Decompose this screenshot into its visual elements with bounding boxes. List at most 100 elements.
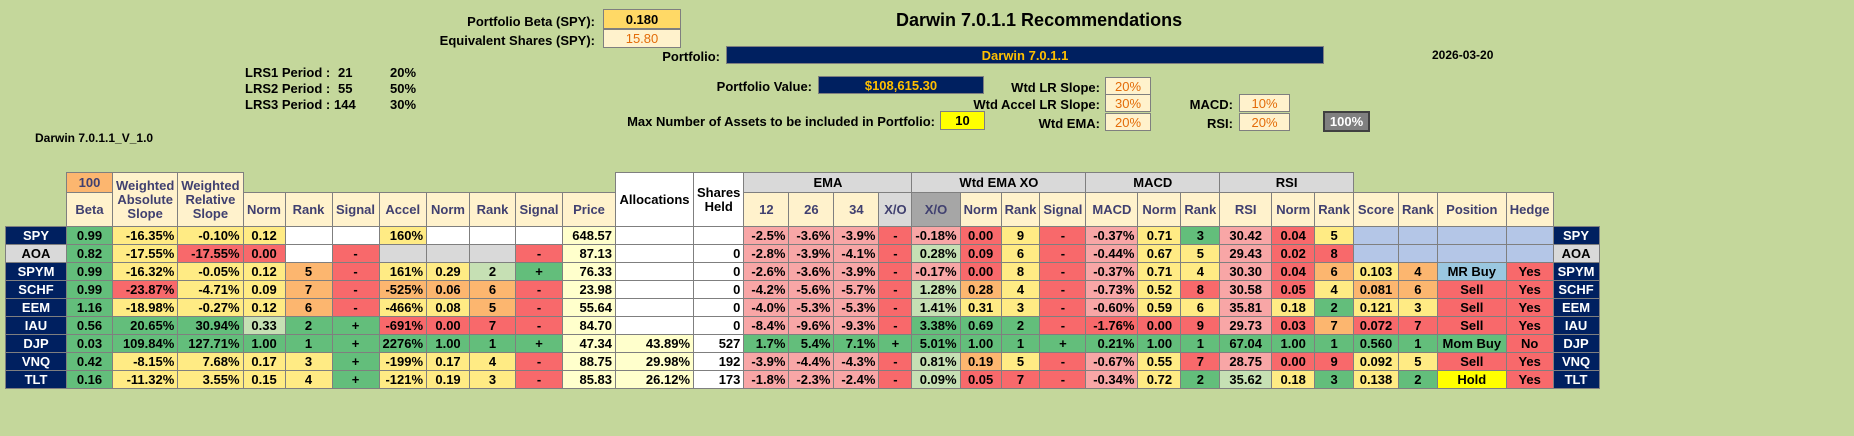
ticker-cell-right[interactable]: IAU	[1552, 316, 1600, 335]
alloc-cell	[615, 226, 695, 245]
wtd-accel-label: Wtd Accel LR Slope:	[973, 97, 1100, 112]
ticker-cell-right[interactable]: DJP	[1552, 334, 1600, 353]
n5-cell: 0.00	[1271, 352, 1316, 371]
pos-cell	[1436, 244, 1507, 263]
price-cell: 88.75	[562, 352, 617, 371]
col-header-position: Position	[1436, 192, 1507, 227]
n1-cell: 0.00	[242, 244, 286, 263]
ticker-cell-right[interactable]: TLT	[1552, 370, 1600, 389]
ticker-cell-right[interactable]: SPY	[1552, 226, 1600, 245]
macd-cell: -0.73%	[1085, 280, 1139, 299]
ticker-cell-right[interactable]: VNQ	[1552, 352, 1600, 371]
wtd-ema-xo-group-header: Wtd EMA XO	[911, 172, 1087, 193]
ticker-cell[interactable]: SCHF	[5, 280, 67, 299]
ticker-cell-right[interactable]: SPYM	[1552, 262, 1600, 281]
xo1-cell: -	[878, 316, 913, 335]
ticker-cell[interactable]: EEM	[5, 298, 67, 317]
rsi-weight-value[interactable]: 20%	[1239, 113, 1290, 131]
col-header-beta: Beta	[66, 192, 113, 227]
e34-cell: -2.4%	[833, 370, 880, 389]
s2-cell: +	[515, 334, 564, 353]
ticker-cell-right[interactable]: EEM	[1552, 298, 1600, 317]
table-row: SCHF 0.99 -23.87% -4.71% 0.09 7- -525% 0.06 6-23…	[5, 280, 1600, 299]
price-cell: 55.64	[562, 298, 617, 317]
s2-cell: -	[515, 352, 564, 371]
macd-weight-value[interactable]: 10%	[1239, 94, 1290, 112]
e26-cell: -4.4%	[788, 352, 835, 371]
macd-group-header: MACD	[1085, 172, 1221, 193]
wtd-lr-slope-value[interactable]: 20%	[1105, 77, 1151, 95]
r1-cell: 1	[284, 334, 333, 353]
col-header-hedge: Hedge	[1505, 192, 1554, 227]
table-row: AOA 0.82 -17.55% -17.55% 0.00- -87.13 0 -2.8% -3…	[5, 244, 1600, 263]
score-cell: 0.138	[1353, 370, 1399, 389]
beta-cell: 0.16	[66, 370, 113, 389]
lrs3-pct: 30%	[390, 97, 417, 112]
shares-cell: 0	[693, 280, 745, 299]
col-header-rank: Rank	[1398, 192, 1438, 227]
score-cell: 0.560	[1353, 334, 1399, 353]
ticker-cell[interactable]: AOA	[5, 244, 67, 263]
equiv-shares-value[interactable]: 15.80	[603, 29, 681, 48]
n4-cell: 0.71	[1137, 262, 1182, 281]
shares-cell	[693, 226, 745, 245]
col-header-ema12: 12	[743, 192, 790, 227]
rsi-cell: 35.81	[1219, 298, 1273, 317]
col-header-norm: Norm	[1137, 192, 1182, 227]
n3-cell: 0.09	[959, 244, 1002, 263]
col-header-norm: Norm	[1271, 192, 1316, 227]
ticker-cell-right[interactable]: AOA	[1552, 244, 1600, 263]
r5-cell: 5	[1314, 226, 1354, 245]
pos-cell: Hold	[1436, 370, 1507, 389]
lrs3-period: 144	[334, 97, 356, 112]
max-assets-value[interactable]: 10	[940, 111, 985, 130]
ticker-cell[interactable]: IAU	[5, 316, 67, 335]
n2-cell: 1.00	[426, 334, 471, 353]
xo1-cell: +	[878, 334, 913, 353]
n5-cell: 0.18	[1271, 298, 1316, 317]
ticker-cell[interactable]: SPYM	[5, 262, 67, 281]
rsi-cell: 35.62	[1219, 370, 1273, 389]
abs-cell: -11.32%	[111, 370, 179, 389]
ticker-cell[interactable]: TLT	[5, 370, 67, 389]
table-row: TLT 0.16 -11.32% 3.55% 0.15 4 + -121% 0.19 3-85.8…	[5, 370, 1600, 389]
col-header-accel: Accel	[378, 192, 428, 227]
rk-cell	[1398, 244, 1438, 263]
n4-cell: 0.59	[1137, 298, 1182, 317]
portfolio-value[interactable]: $108,615.30	[818, 76, 984, 94]
xo2-cell: -0.18%	[911, 226, 961, 245]
macd-cell: -0.60%	[1085, 298, 1139, 317]
wtd-accel-value[interactable]: 30%	[1105, 94, 1151, 112]
r5-cell: 8	[1314, 244, 1354, 263]
ticker-cell[interactable]: VNQ	[5, 352, 67, 371]
xo1-cell: -	[878, 298, 913, 317]
allocations-header: Allocations	[615, 172, 695, 227]
hedge-cell: Yes	[1505, 280, 1554, 299]
acc-cell: -199%	[378, 352, 428, 371]
portfolio-name[interactable]: Darwin 7.0.1.1	[726, 46, 1324, 64]
acc-cell	[378, 244, 428, 263]
version-label: Darwin 7.0.1.1_V_1.0	[35, 131, 154, 145]
s2-cell: -	[515, 244, 564, 263]
ticker-cell[interactable]: DJP	[5, 334, 67, 353]
n4-cell: 0.55	[1137, 352, 1182, 371]
pos-cell: Sell	[1436, 298, 1507, 317]
e26-cell: 5.4%	[788, 334, 835, 353]
ticker-cell[interactable]: SPY	[5, 226, 67, 245]
xo1-cell: -	[878, 244, 913, 263]
portfolio-beta-value[interactable]: 0.180	[603, 9, 681, 29]
rsi-cell: 28.75	[1219, 352, 1273, 371]
s3-cell: -	[1039, 316, 1087, 335]
s2-cell: -	[515, 370, 564, 389]
wtd-ema-value[interactable]: 20%	[1105, 113, 1151, 131]
col-header-norm: Norm	[426, 192, 471, 227]
ticker-cell-right[interactable]: SCHF	[1552, 280, 1600, 299]
acc-cell: -121%	[378, 370, 428, 389]
total-weight-value[interactable]: 100%	[1323, 111, 1370, 132]
n5-cell: 0.04	[1271, 262, 1316, 281]
hedge-cell: Yes	[1505, 262, 1554, 281]
acc-cell: -466%	[378, 298, 428, 317]
r4-cell: 4	[1180, 262, 1221, 281]
e12-cell: -8.4%	[743, 316, 790, 335]
r5-cell: 4	[1314, 280, 1354, 299]
